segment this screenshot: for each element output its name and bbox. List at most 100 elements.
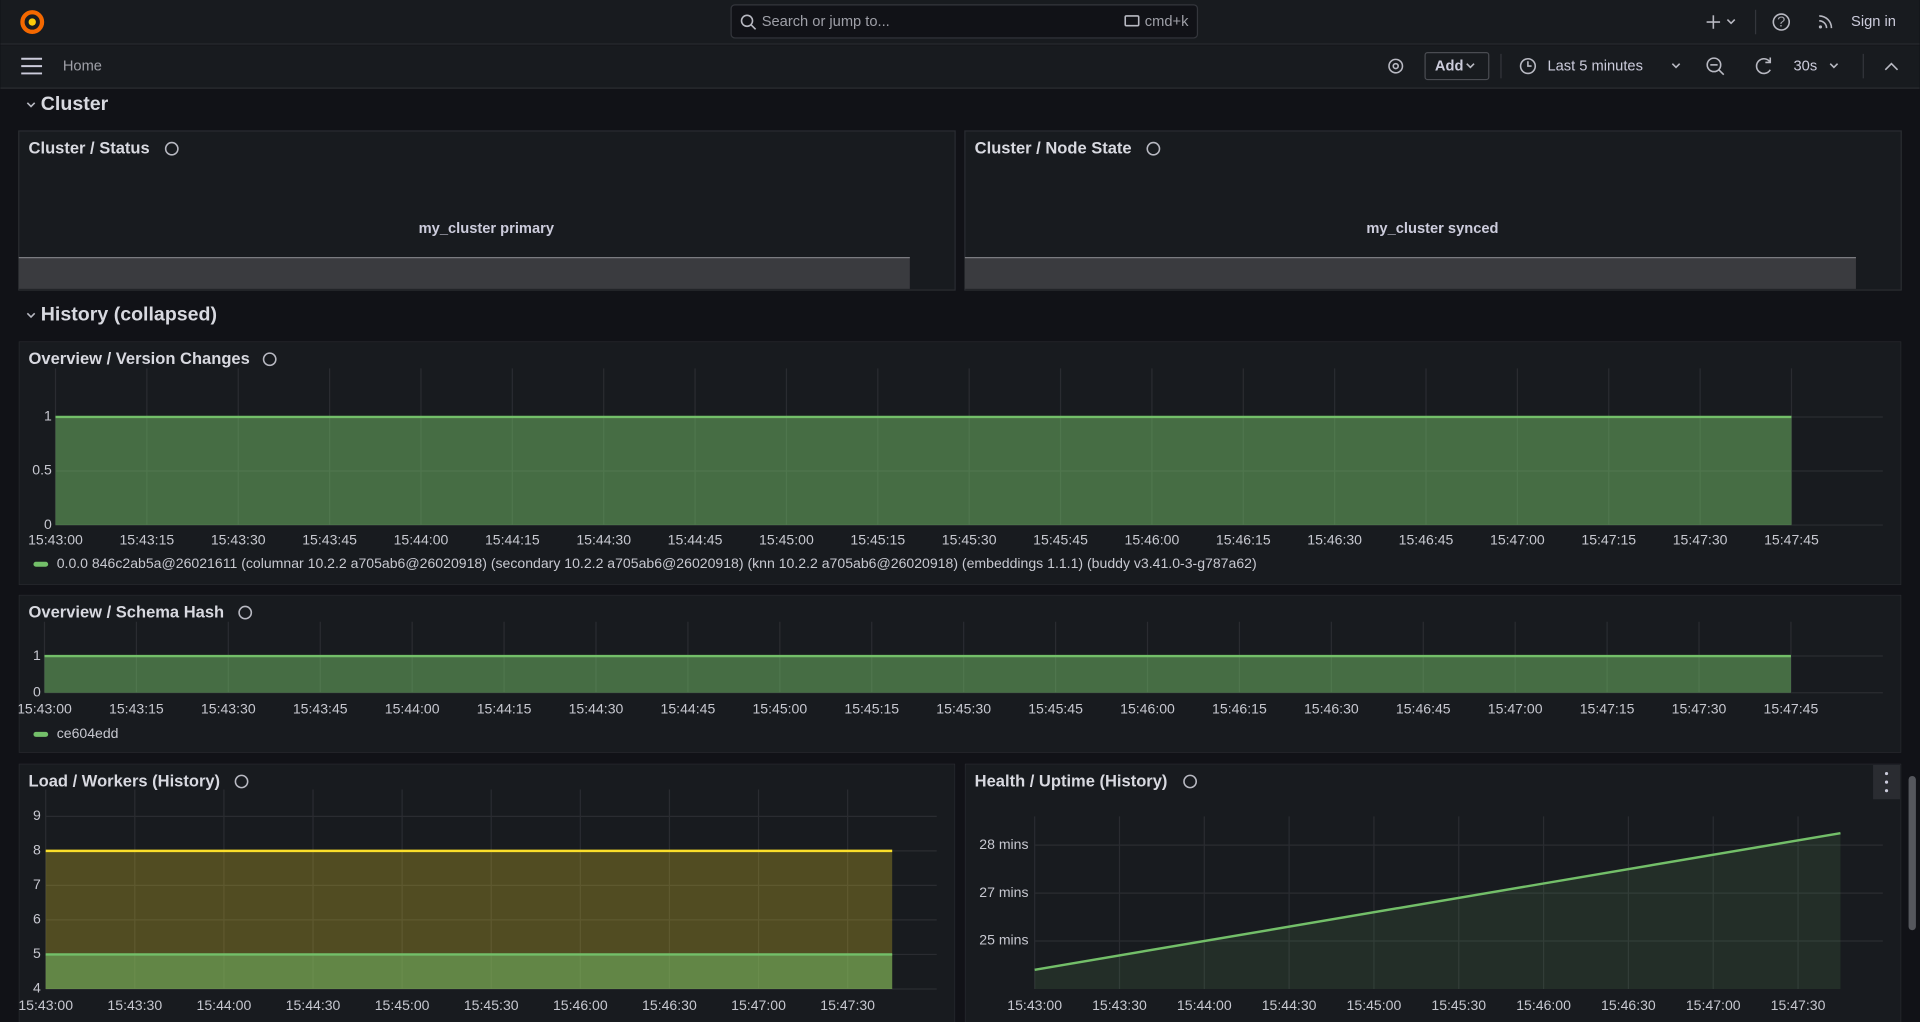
menu-dot [1884, 789, 1889, 793]
x-tick-label: 15:46:30 [1307, 532, 1362, 548]
logo[interactable] [20, 10, 45, 34]
scrollbar[interactable] [1908, 775, 1916, 931]
legend-swatch[interactable] [33, 561, 49, 567]
plot [55, 415, 1792, 526]
plot [45, 849, 893, 989]
panel-title: Overview / Schema Hash [29, 603, 225, 622]
info-icon[interactable] [1146, 141, 1161, 156]
row-title[interactable]: Cluster [41, 93, 109, 115]
y-tick-label: 27 mins [979, 884, 1028, 900]
chevron [1726, 19, 1736, 25]
x-tick-label: 15:44:30 [576, 532, 631, 548]
y-tick-label: 5 [33, 945, 41, 961]
sign-in[interactable]: Sign in [1851, 14, 1896, 30]
x-tick-label: 15:44:15 [485, 532, 540, 548]
panel-title: Cluster / Status [29, 139, 150, 158]
legend-label[interactable]: ce604edd [57, 725, 119, 741]
menu-dot [1884, 780, 1889, 784]
x-tick-label: 15:45:45 [1028, 701, 1083, 717]
panel: Load / Workers (History) 4 5 6 7 8 9 15:43:00 15… [18, 763, 956, 1022]
row-title[interactable]: History (collapsed) [41, 303, 217, 325]
refresh-icon[interactable] [1755, 57, 1772, 75]
info-icon[interactable] [262, 352, 277, 367]
search-icon [740, 14, 754, 28]
search-placeholder: Search or jump to... [762, 14, 890, 30]
x-tick-label: 15:47:30 [1673, 532, 1728, 548]
x-tick-label: 15:47:00 [731, 997, 786, 1013]
help-icon[interactable] [1772, 13, 1791, 31]
news-icon[interactable] [1818, 15, 1833, 29]
y-tick-label: 8 [33, 842, 41, 858]
panel: Health / Uptime (History) 25 mins 27 mins 2… [964, 763, 1902, 1022]
x-tick-label: 15:43:30 [1092, 997, 1147, 1013]
x-tick-label: 15:45:30 [1431, 997, 1486, 1013]
x-tick-label: 15:44:00 [394, 532, 449, 548]
help-glyph: ? [1777, 15, 1785, 31]
new-button[interactable] [1706, 15, 1736, 29]
search-icon [750, 23, 757, 30]
menu-button[interactable] [21, 57, 43, 75]
x-tick-label: 15:45:00 [759, 532, 814, 548]
row-chevron[interactable] [26, 312, 36, 319]
x-tick-label: 15:43:30 [201, 701, 256, 717]
y-tick-label: 1 [33, 647, 41, 663]
info-icon[interactable] [234, 774, 249, 789]
x-tick-label: 15:47:45 [1764, 532, 1819, 548]
y-tick-label: 0.5 [32, 462, 52, 478]
x-tick-label: 15:46:45 [1399, 532, 1454, 548]
x-tick-label: 15:46:00 [1125, 532, 1180, 548]
legend-label[interactable]: 0.0.0 846c2ab5a@26021611 (columnar 10.2.… [57, 555, 1257, 571]
x-tick-label: 15:47:30 [1771, 997, 1826, 1013]
series-line [1034, 831, 1841, 971]
rss-arc [1819, 15, 1833, 29]
row-chevron[interactable] [26, 102, 36, 108]
time-range[interactable]: Last 5 minutes [1547, 59, 1642, 75]
info-icon[interactable] [1183, 774, 1198, 789]
x-tick-label: 15:44:00 [197, 997, 252, 1013]
x-tick-label: 15:47:15 [1581, 532, 1636, 548]
x-tick-label: 15:45:30 [942, 532, 997, 548]
x-tick-label: 15:45:00 [752, 701, 807, 717]
info-icon[interactable] [164, 141, 179, 156]
logo-ring [20, 10, 45, 34]
sparkline-area [964, 257, 1856, 289]
rss-dot [1818, 25, 1823, 29]
x-tick-label: 15:46:00 [553, 997, 608, 1013]
x-tick-label: 15:43:15 [119, 532, 174, 548]
shortcut: cmd+k [1145, 14, 1189, 30]
x-tick-label: 15:43:00 [18, 997, 73, 1013]
x-tick-label: 15:45:00 [1347, 997, 1402, 1013]
refresh-interval[interactable]: 30s [1794, 59, 1818, 75]
charts: Overview / Version Changes 0 0.5 1 15:43:00 1… [18, 341, 1902, 1022]
add-button[interactable] [1424, 52, 1490, 81]
x-tick-label: 15:45:45 [1033, 532, 1088, 548]
panel: Overview / Version Changes 0 0.5 1 15:43:00 1… [18, 341, 1902, 586]
search-box[interactable] [730, 4, 1199, 39]
keyboard-icon [1124, 15, 1140, 27]
panel: Overview / Schema Hash 0 1 15:43:00 15:43:15… [18, 594, 1902, 753]
series-area [55, 416, 1792, 526]
x-tick-label: 15:46:30 [1304, 701, 1359, 717]
settings-icon[interactable] [1388, 58, 1404, 74]
y-tick-label: 7 [33, 876, 41, 892]
legend-swatch[interactable] [33, 731, 49, 737]
x-tick-label: 15:46:00 [1516, 997, 1571, 1013]
y-tick-label: 25 mins [979, 932, 1028, 948]
panel-title: Health / Uptime (History) [975, 771, 1168, 790]
zoom-out-icon[interactable] [1706, 57, 1722, 73]
x-tick-label: 15:46:15 [1216, 532, 1271, 548]
info-icon[interactable] [238, 605, 253, 620]
x-tick-label: 15:44:15 [477, 701, 532, 717]
x-tick-label: 15:45:00 [375, 997, 430, 1013]
y-tick-label: 0 [33, 683, 41, 699]
series-area [44, 656, 1791, 693]
breadcrumb[interactable]: Home [63, 59, 102, 75]
y-tick-label: 9 [33, 807, 41, 823]
panel-title: Overview / Version Changes [29, 349, 250, 368]
collapse-button[interactable] [1884, 62, 1899, 71]
panel-title: Load / Workers (History) [29, 771, 221, 790]
x-tick-label: 15:47:00 [1686, 997, 1741, 1013]
x-tick-label: 15:45:30 [464, 997, 519, 1013]
x-tick-label: 15:45:15 [844, 701, 899, 717]
